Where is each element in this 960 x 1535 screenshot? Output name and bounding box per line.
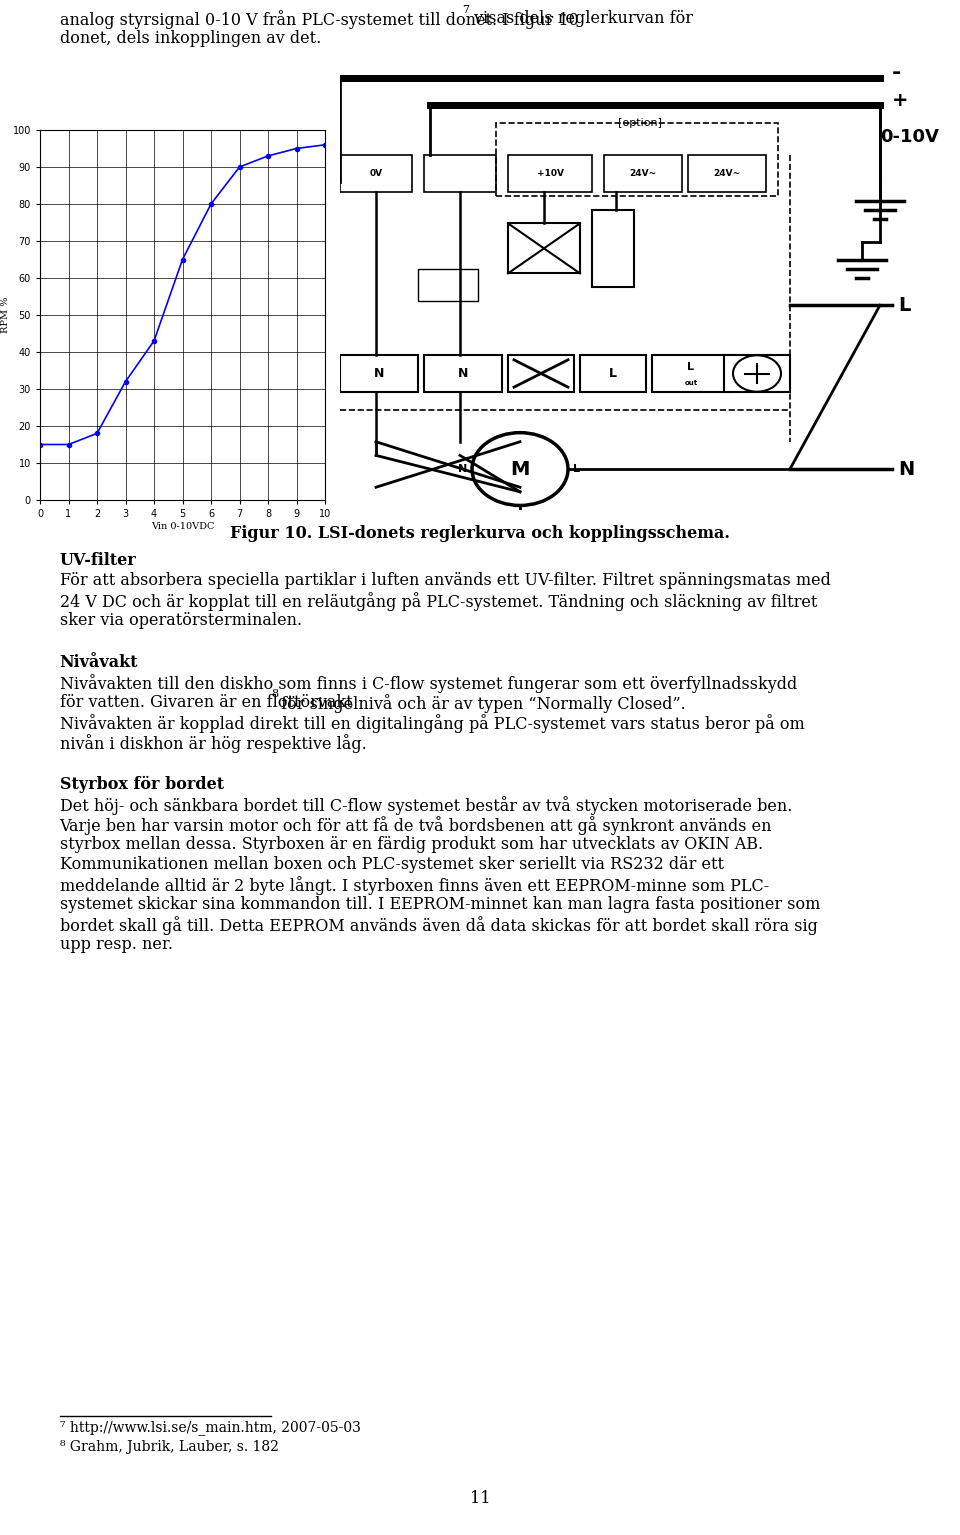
Bar	[592, 210, 634, 287]
Text: 11: 11	[469, 1490, 491, 1507]
Text: systemet skickar sina kommandon till. I EEPROM-minnet kan man lagra fasta positi: systemet skickar sina kommandon till. I …	[60, 896, 820, 913]
Text: Det höj- och sänkbara bordet till C-flow systemet består av två stycken motorise: Det höj- och sänkbara bordet till C-flow…	[60, 797, 792, 815]
Text: meddelande alltid är 2 byte långt. I styrboxen finns även ett EEPROM-minne som P: meddelande alltid är 2 byte långt. I sty…	[60, 876, 769, 895]
Text: För att absorbera speciella partiklar i luften används ett UV-filter. Filtret sp: För att absorbera speciella partiklar i …	[60, 573, 830, 589]
Text: Figur 10. LSI-donets reglerkurva och kopplingsschema.: Figur 10. LSI-donets reglerkurva och kop…	[230, 525, 730, 542]
Text: ⁷ http://www.lsi.se/s_main.htm, 2007-05-03: ⁷ http://www.lsi.se/s_main.htm, 2007-05-…	[60, 1420, 360, 1435]
Text: visas dels reglerkurvan för: visas dels reglerkurvan för	[469, 11, 693, 28]
Text: M: M	[511, 459, 530, 479]
Bar	[508, 155, 592, 192]
Text: Nivåvakten till den diskho som finns i C-flow systemet fungerar som ett överfyll: Nivåvakten till den diskho som finns i C…	[60, 674, 797, 692]
Text: styrbox mellan dessa. Styrboxen är en färdig produkt som har utvecklats av OKIN : styrbox mellan dessa. Styrboxen är en fä…	[60, 837, 762, 853]
Bar	[652, 355, 730, 391]
Text: sker via operatörsterminalen.: sker via operatörsterminalen.	[60, 612, 301, 629]
Text: 7: 7	[463, 5, 469, 15]
Text: Varje ben har varsin motor och för att få de två bordsbenen att gå synkront anvä: Varje ben har varsin motor och för att f…	[60, 817, 772, 835]
Bar	[508, 355, 574, 391]
Text: +10V: +10V	[537, 169, 564, 178]
Text: 24V~: 24V~	[713, 169, 740, 178]
Text: L: L	[609, 367, 617, 381]
Text: L: L	[573, 464, 581, 474]
Bar	[688, 155, 766, 192]
Text: [option]: [option]	[618, 118, 662, 129]
Text: Styrbox för bordet: Styrbox för bordet	[60, 777, 224, 794]
Text: L: L	[687, 362, 694, 371]
Bar	[424, 355, 502, 391]
Bar	[604, 155, 682, 192]
Bar	[424, 155, 496, 192]
Text: N: N	[898, 459, 914, 479]
Bar	[508, 224, 580, 273]
Text: 8: 8	[271, 689, 278, 698]
Bar	[496, 123, 778, 196]
Text: -: -	[892, 63, 901, 83]
Text: N: N	[458, 367, 468, 381]
Text: analog styrsignal 0-10 V från PLC-systemet till donet. I figur 10: analog styrsignal 0-10 V från PLC-system…	[60, 11, 578, 29]
Text: N: N	[373, 367, 384, 381]
Text: 0V: 0V	[370, 169, 383, 178]
Text: L: L	[898, 296, 910, 315]
Text: Nivåvakt: Nivåvakt	[60, 654, 138, 671]
Text: för singelnivå och är av typen “Normally Closed”.: för singelnivå och är av typen “Normally…	[276, 694, 685, 712]
Bar	[340, 355, 418, 391]
Bar	[418, 269, 478, 301]
Text: 24V~: 24V~	[630, 169, 657, 178]
Bar	[340, 155, 412, 192]
Text: bordet skall gå till. Detta EEPROM används även då data skickas för att bordet s: bordet skall gå till. Detta EEPROM använ…	[60, 916, 817, 935]
Text: Kommunikationen mellan boxen och PLC-systemet sker seriellt via RS232 där ett: Kommunikationen mellan boxen och PLC-sys…	[60, 857, 724, 873]
Text: donet, dels inkopplingen av det.: donet, dels inkopplingen av det.	[60, 31, 321, 48]
Text: nivån i diskhon är hög respektive låg.: nivån i diskhon är hög respektive låg.	[60, 734, 367, 752]
Text: UV-filter: UV-filter	[60, 553, 136, 569]
Text: N: N	[458, 464, 468, 474]
Text: 0-10V: 0-10V	[880, 127, 939, 146]
Y-axis label: RPM %: RPM %	[1, 296, 10, 333]
Text: 24 V DC och är kopplat till en reläutgång på PLC-systemet. Tändning och släcknin: 24 V DC och är kopplat till en reläutgån…	[60, 593, 817, 611]
Text: out: out	[684, 379, 698, 385]
Text: +: +	[892, 91, 908, 111]
Bar	[580, 355, 646, 391]
Text: ⁸ Grahm, Jubrik, Lauber, s. 182: ⁸ Grahm, Jubrik, Lauber, s. 182	[60, 1440, 278, 1454]
Text: Nivåvakten är kopplad direkt till en digitalingång på PLC-systemet vars status b: Nivåvakten är kopplad direkt till en dig…	[60, 714, 804, 732]
Bar	[724, 355, 790, 391]
Text: upp resp. ner.: upp resp. ner.	[60, 936, 173, 953]
X-axis label: Vin 0-10VDC: Vin 0-10VDC	[151, 522, 214, 531]
Text: för vatten. Givaren är en flottörvakt: för vatten. Givaren är en flottörvakt	[60, 694, 352, 711]
